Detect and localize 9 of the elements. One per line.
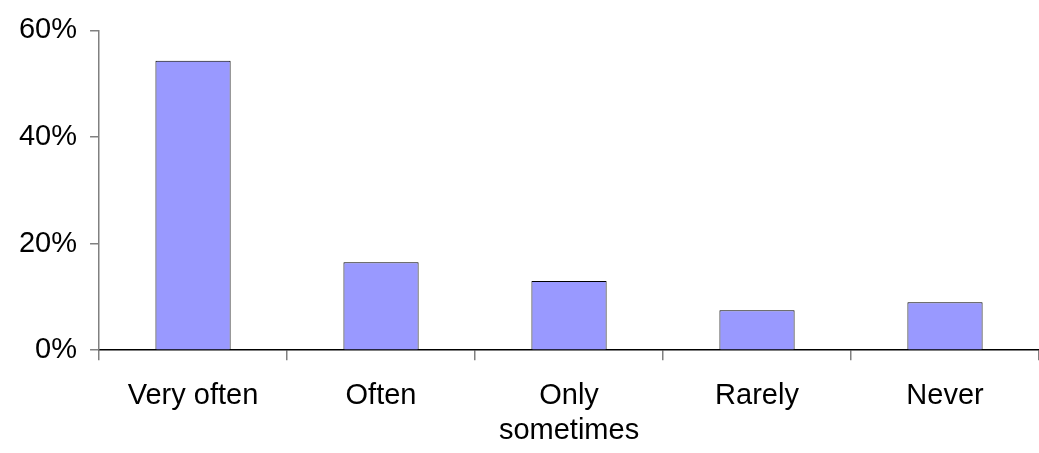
x-tick-label: Never [906,377,985,410]
y-tick-label: 60% [19,12,78,45]
y-tick-label: 40% [19,119,78,152]
x-tick-label: Often [345,377,417,410]
x-tick-label: Only sometimes [498,377,640,446]
y-tick-label: 0% [35,332,78,365]
x-tick-label: Rarely [715,377,800,410]
x-tick-label: Very often [127,377,259,410]
y-tick-label: 20% [19,225,78,258]
